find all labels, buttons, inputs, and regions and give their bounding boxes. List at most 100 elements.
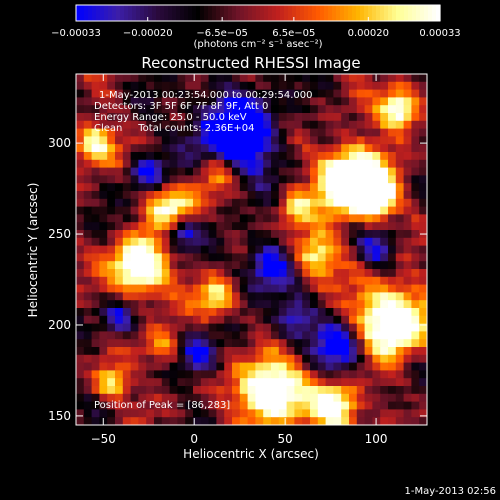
image-pixel (341, 362, 350, 371)
image-pixel (271, 245, 280, 254)
image-pixel (341, 105, 350, 114)
image-pixel (208, 183, 217, 192)
image-pixel (239, 167, 249, 176)
image-pixel (278, 81, 288, 91)
image-pixel (200, 152, 210, 161)
image-pixel (99, 175, 108, 184)
image-pixel (185, 253, 194, 262)
image-pixel (208, 261, 217, 270)
image-pixel (239, 191, 249, 200)
image-pixel (294, 354, 303, 364)
image-pixel (294, 97, 303, 106)
colorbar-cell (104, 5, 109, 21)
image-pixel (310, 323, 319, 332)
image-pixel (146, 315, 155, 325)
image-pixel (76, 237, 85, 247)
image-pixel (395, 237, 405, 247)
image-pixel (364, 222, 373, 231)
image-pixel (161, 237, 171, 247)
image-pixel (83, 230, 93, 239)
image-pixel (325, 214, 334, 223)
image-pixel (154, 198, 163, 208)
image-pixel (317, 308, 327, 317)
image-pixel (91, 354, 100, 364)
image-pixel (161, 284, 171, 293)
image-pixel (185, 339, 194, 348)
image-pixel (278, 362, 288, 371)
image-pixel (91, 144, 100, 153)
image-pixel (177, 339, 186, 348)
image-pixel (341, 198, 350, 208)
image-pixel (91, 339, 100, 348)
image-pixel (411, 222, 420, 231)
image-pixel (91, 370, 100, 379)
image-pixel (177, 417, 186, 425)
image-pixel (364, 128, 373, 137)
colorbar-cell (100, 5, 105, 21)
image-pixel (356, 183, 366, 192)
image-pixel (411, 323, 420, 332)
image-pixel (278, 276, 288, 286)
image-pixel (356, 323, 366, 332)
image-pixel (208, 113, 217, 122)
image-pixel (138, 97, 147, 106)
image-pixel (161, 81, 171, 91)
image-pixel (76, 198, 85, 208)
image-pixel (154, 222, 163, 231)
image-pixel (411, 191, 420, 200)
image-pixel (83, 354, 93, 364)
image-pixel (247, 152, 256, 161)
image-pixel (177, 331, 186, 340)
image-pixel (341, 120, 350, 130)
image-pixel (146, 362, 155, 371)
image-pixel (372, 308, 381, 317)
image-pixel (122, 323, 132, 332)
image-pixel (395, 222, 405, 231)
image-pixel (411, 214, 420, 223)
image-pixel (317, 409, 327, 418)
image-pixel (364, 120, 373, 130)
image-pixel (388, 191, 397, 200)
image-pixel (395, 284, 405, 293)
image-pixel (193, 308, 202, 317)
image-pixel (216, 198, 225, 208)
image-pixel (286, 89, 295, 98)
image-pixel (419, 74, 427, 83)
image-pixel (99, 269, 108, 278)
image-pixel (122, 386, 132, 395)
image-pixel (247, 222, 256, 231)
image-pixel (224, 253, 233, 262)
image-pixel (419, 175, 427, 184)
image-pixel (310, 230, 319, 239)
image-pixel (146, 339, 155, 348)
image-pixel (146, 292, 155, 301)
image-pixel (341, 339, 350, 348)
image-pixel (208, 409, 217, 418)
image-pixel (99, 331, 108, 340)
image-pixel (76, 315, 85, 325)
image-pixel (224, 159, 233, 169)
image-pixel (161, 120, 171, 130)
image-pixel (169, 105, 178, 114)
image-pixel (200, 409, 210, 418)
image-pixel (395, 315, 405, 325)
image-pixel (286, 214, 295, 223)
image-pixel (130, 315, 139, 325)
image-pixel (333, 261, 342, 270)
image-pixel (232, 339, 241, 348)
image-pixel (380, 198, 389, 208)
image-pixel (333, 292, 342, 301)
image-pixel (271, 315, 280, 325)
image-pixel (99, 191, 108, 200)
image-pixel (146, 354, 155, 364)
image-pixel (138, 347, 147, 356)
image-pixel (263, 417, 272, 425)
image-pixel (177, 198, 186, 208)
image-pixel (380, 144, 389, 153)
image-pixel (388, 230, 397, 239)
image-pixel (185, 136, 194, 145)
image-pixel (286, 401, 295, 410)
image-pixel (115, 370, 124, 379)
image-pixel (341, 386, 350, 395)
image-pixel (169, 393, 178, 403)
